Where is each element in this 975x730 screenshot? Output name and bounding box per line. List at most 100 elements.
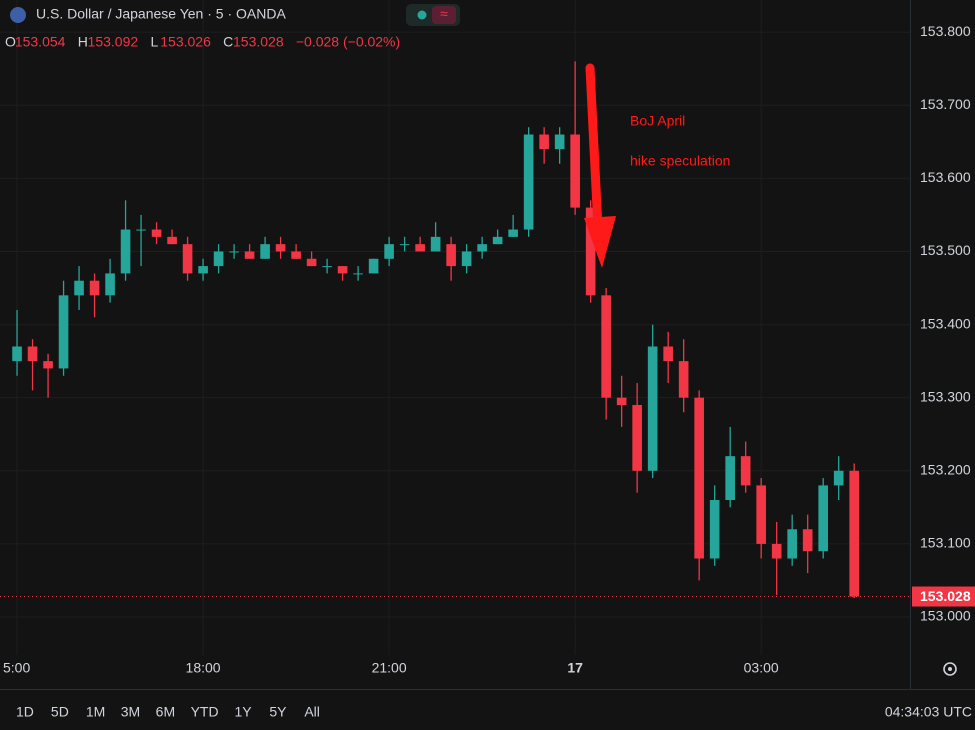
candle-body [198, 266, 208, 274]
candle-body [725, 456, 735, 501]
annotation-arrowhead [584, 216, 616, 268]
candle-body [787, 529, 797, 559]
settings-icon[interactable] [943, 662, 957, 676]
range-button[interactable]: 3M [121, 704, 140, 720]
candle-body [213, 251, 224, 267]
candle-body [709, 500, 720, 559]
candle-body [167, 236, 177, 245]
candle-body [58, 295, 69, 369]
candle-body [368, 258, 379, 274]
symbol-title: U.S. Dollar / Japanese Yen · 5 · OANDA [36, 6, 286, 22]
range-button[interactable]: 5Y [269, 704, 287, 720]
annotation-arrow [585, 63, 603, 233]
y-tick-label: 153.700 [920, 96, 971, 112]
change-value: −0.028 (−0.02%) [296, 34, 400, 50]
candle-body [244, 251, 255, 259]
candle-body [632, 404, 642, 471]
y-tick-label: 153.500 [920, 242, 971, 258]
ohlc-key: O [5, 34, 16, 50]
data-delay-icon [432, 6, 456, 24]
candle-body [678, 361, 689, 398]
candle-body [508, 229, 518, 237]
range-button[interactable]: 5D [51, 704, 69, 720]
x-tick-label: 03:00 [744, 660, 779, 676]
candle-body [539, 134, 549, 150]
x-tick-label: 21:00 [372, 660, 407, 676]
candle-body [802, 529, 813, 552]
clock: 04:34:03 UTC [885, 704, 972, 720]
range-button[interactable]: YTD [191, 704, 219, 720]
candle-body [740, 456, 751, 486]
candle-body [291, 251, 301, 259]
candle-body [647, 346, 658, 471]
y-tick-label: 153.600 [920, 169, 971, 185]
ohlc-key: L [150, 34, 158, 50]
annotation-text: BoJ April [630, 113, 685, 129]
candle-body [306, 258, 317, 267]
candle-body [260, 244, 270, 259]
settings-icon-center [948, 667, 952, 671]
candle-body [43, 361, 53, 369]
candle-body [229, 251, 239, 253]
candle-body [151, 229, 162, 237]
y-tick-label: 153.400 [920, 315, 971, 331]
candle-body [461, 251, 472, 267]
ohlc-key: C [223, 34, 233, 50]
ohlc-value: 153.054 [15, 34, 66, 50]
ohlc-value: 153.028 [233, 34, 284, 50]
ohlc-key: H [78, 34, 88, 50]
candle-body [771, 543, 782, 559]
candle-body [399, 244, 410, 246]
y-tick-label: 153.800 [920, 23, 971, 39]
candle-body [601, 295, 611, 398]
candle-body [492, 236, 503, 245]
market-open-dot [417, 10, 427, 20]
range-button[interactable]: 1D [16, 704, 34, 720]
candle-body [415, 244, 425, 252]
candle-body [849, 470, 859, 597]
candle-body [120, 229, 131, 274]
delay-symbol: ≈ [440, 6, 448, 22]
candle-body [136, 229, 146, 231]
candle-body [833, 470, 844, 486]
y-tick-label: 153.100 [920, 535, 971, 551]
x-tick-label: 18:00 [186, 660, 221, 676]
candle-body [12, 346, 22, 362]
candle-body [585, 207, 596, 296]
y-tick-label: 153.300 [920, 388, 971, 404]
plot-layer [0, 0, 910, 655]
candle-body [384, 244, 394, 259]
ohlc-value: 153.026 [160, 34, 211, 50]
candle-body [353, 273, 363, 275]
range-button[interactable]: 6M [156, 704, 175, 720]
x-tick-label: 17 [567, 660, 583, 676]
candle-body [74, 280, 84, 296]
candle-body [523, 134, 534, 230]
candle-body [322, 266, 332, 268]
candle-body [570, 134, 580, 208]
candle-body [616, 397, 627, 405]
candle-body [446, 244, 456, 267]
y-tick-label: 153.000 [920, 608, 971, 624]
candle-body [182, 244, 193, 274]
candle-body [430, 236, 441, 252]
candle-body [756, 485, 766, 544]
range-button[interactable]: All [304, 704, 320, 720]
range-button[interactable]: 1M [86, 704, 105, 720]
flag-icon [10, 7, 26, 23]
candle-body [694, 397, 704, 559]
candle-body [337, 266, 348, 274]
x-tick-label: 5:00 [3, 660, 30, 676]
last-price-label: 153.028 [920, 588, 971, 604]
candle-body [89, 280, 100, 296]
last-price-tag [912, 586, 975, 607]
candle-body [27, 346, 38, 362]
annotation-text: hike speculation [630, 153, 730, 169]
range-button[interactable]: 1Y [234, 704, 252, 720]
candle-body [663, 346, 673, 362]
candle-body [105, 273, 115, 296]
